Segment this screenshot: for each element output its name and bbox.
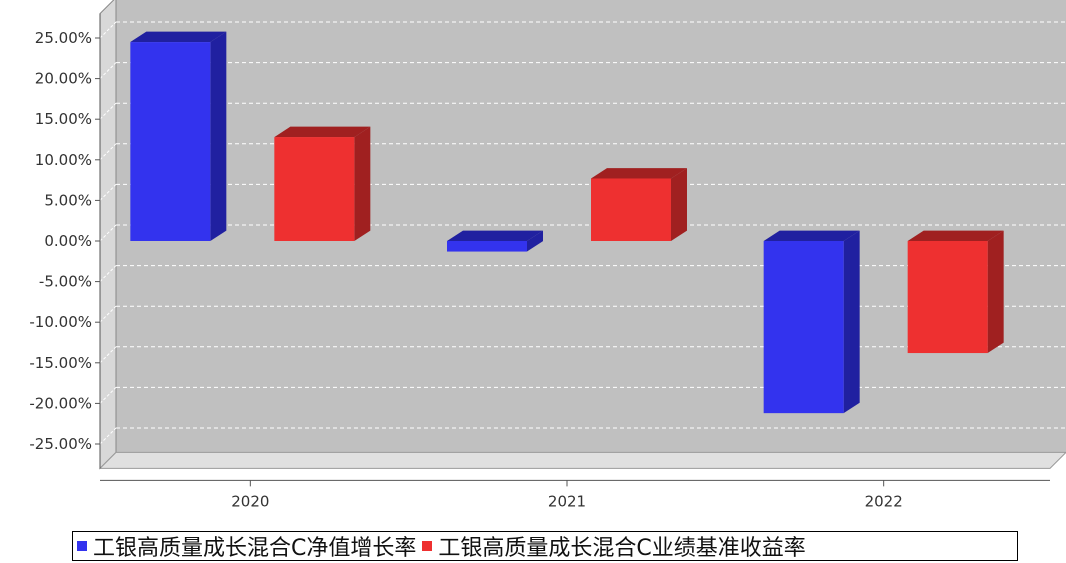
bar-chart: 25.00% 20.00% 15.00% 10.00% 5.00% 0.00% -5.00%… [29, 0, 1066, 510]
bar-side [210, 31, 227, 241]
bar-front [274, 137, 355, 241]
bar-front [763, 241, 844, 414]
x-tick-label: 2022 [865, 492, 903, 510]
bar-top [763, 230, 860, 241]
bar-side [671, 168, 687, 241]
legend-item-benchmark: 工银高质量成长混合C业绩基准收益率 [422, 532, 806, 561]
y-tick-label: -10.00% [29, 313, 92, 331]
y-tick-label: -5.00% [39, 273, 92, 291]
y-tick-label: 10.00% [35, 151, 92, 169]
y-tick-label: -25.00% [29, 435, 92, 453]
bar-top [907, 230, 1004, 241]
gridline-wall [99, 184, 117, 201]
bar-front [907, 241, 988, 354]
legend-label: 工银高质量成长混合C净值增长率 [93, 536, 417, 561]
y-tick-label: 5.00% [44, 191, 92, 209]
gridline-wall [99, 346, 117, 364]
gridline-wall [99, 62, 117, 79]
gridline-wall [99, 102, 117, 120]
bar-side [354, 126, 371, 241]
bar-net-value [130, 31, 227, 242]
bars [130, 31, 1004, 414]
y-tick-label: -20.00% [29, 394, 92, 412]
gridline-wall [99, 265, 117, 282]
bar-side [987, 230, 1004, 354]
gridline-wall [99, 224, 117, 242]
bar-benchmark [274, 126, 371, 241]
plot-floor [98, 451, 1066, 469]
legend: 工银高质量成长混合C净值增长率 工银高质量成长混合C业绩基准收益率 [72, 531, 1018, 561]
gridline-wall [99, 305, 117, 323]
bar-front [130, 42, 211, 242]
y-tick-label: -15.00% [29, 354, 92, 372]
legend-swatch-red [422, 541, 433, 551]
bar-net-value [763, 230, 860, 414]
bar-front [447, 241, 527, 252]
bar-side [527, 230, 543, 252]
gridline-wall [99, 21, 117, 39]
bar-top [130, 31, 227, 43]
legend-item-net-value: 工银高质量成长混合C净值增长率 [77, 532, 417, 561]
legend-label: 工银高质量成长混合C业绩基准收益率 [438, 536, 806, 561]
y-tick-label: 20.00% [35, 70, 92, 88]
bar-top [591, 168, 687, 179]
gridline-wall [99, 427, 117, 445]
axes: 25.00% 20.00% 15.00% 10.00% 5.00% 0.00% -5.00%… [29, 13, 1050, 510]
bar-net-value [447, 230, 543, 252]
x-tick-label: 2020 [231, 492, 269, 510]
legend-swatch-blue [77, 541, 87, 551]
bar-benchmark [907, 230, 1004, 354]
bar-top [447, 230, 543, 241]
y-tick-label: 0.00% [44, 232, 92, 250]
bar-benchmark [591, 168, 687, 241]
gridline-wall [99, 387, 117, 404]
y-tick-label: 25.00% [35, 29, 92, 47]
bar-top [274, 126, 371, 138]
bar-front [591, 178, 671, 241]
bar-side [843, 230, 860, 414]
y-tick-label: 15.00% [35, 110, 92, 128]
x-tick-label: 2021 [548, 492, 586, 510]
gridline-wall [99, 143, 117, 161]
